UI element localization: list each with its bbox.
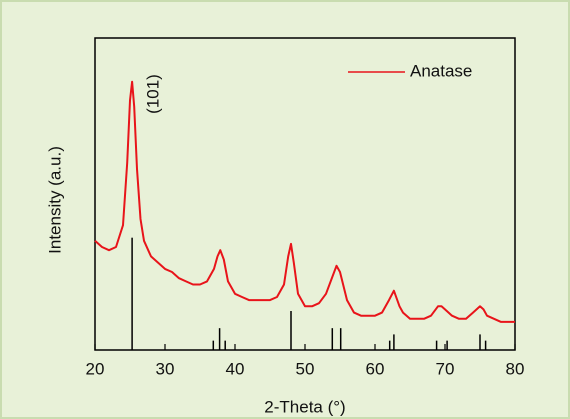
x-tick-label: 60: [366, 359, 385, 378]
x-axis-label: 2-Theta (°): [264, 397, 345, 416]
data-line: [94, 80, 515, 323]
x-tick-label: 70: [436, 359, 455, 378]
x-tick-label: 80: [506, 359, 525, 378]
y-axis-label: Intensity (a.u.): [45, 146, 64, 254]
peak-annotation: (101): [143, 74, 162, 114]
x-tick-label: 40: [226, 359, 245, 378]
legend-label: Anatase: [410, 61, 472, 80]
x-tick-label: 50: [296, 359, 315, 378]
x-tick-label: 30: [156, 359, 175, 378]
x-tick-label: 20: [86, 359, 105, 378]
